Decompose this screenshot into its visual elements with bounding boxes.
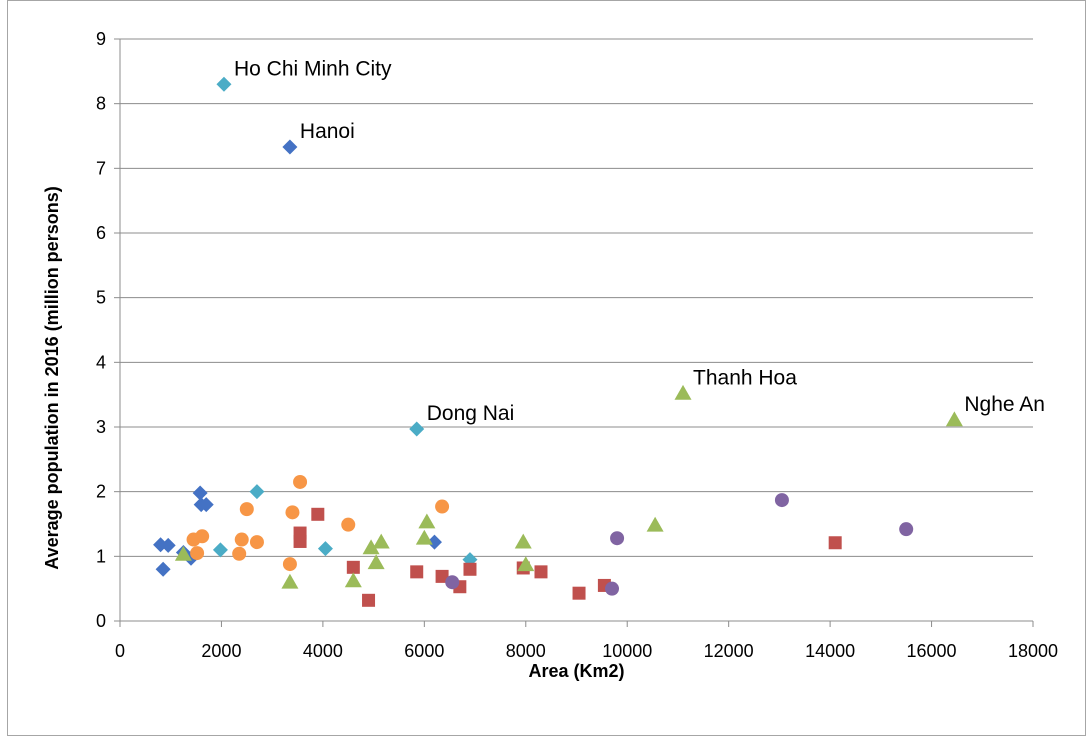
data-point-triangle <box>517 556 535 572</box>
data-point-diamond <box>192 485 208 501</box>
annotations: Ho Chi Minh City Hanoi Dong Nai Thanh Hoa Ng… <box>234 57 1045 425</box>
x-tick-label: 0 <box>115 641 125 661</box>
x-axis-title: Area (Km2) <box>528 661 624 681</box>
y-tick-label: 4 <box>96 352 106 372</box>
y-tick-label: 8 <box>96 94 106 114</box>
data-point-circle <box>285 505 300 520</box>
data-point-diamond <box>212 542 228 558</box>
x-tick-label: 4000 <box>303 641 343 661</box>
data-point-triangle <box>514 533 532 549</box>
x-tick-label: 14000 <box>805 641 855 661</box>
data-point-triangle <box>174 545 192 561</box>
data-point-diamond <box>249 484 265 500</box>
data-point-diamond <box>198 497 214 513</box>
data-point-diamond <box>282 139 298 155</box>
data-point-diamond <box>155 561 171 577</box>
data-point-circle <box>232 546 247 561</box>
data-point-square <box>311 507 325 521</box>
data-point-circle <box>293 474 308 489</box>
data-points <box>153 76 963 607</box>
x-tick-label: 16000 <box>907 641 957 661</box>
data-point-diamond <box>216 76 232 92</box>
y-tick-label: 2 <box>96 482 106 502</box>
point-annotation: Ho Chi Minh City <box>234 57 392 80</box>
data-point-triangle <box>646 516 664 532</box>
y-axis-title: Average population in 2016 (million pers… <box>42 186 62 569</box>
data-point-diamond <box>409 421 425 437</box>
point-annotation: Hanoi <box>300 120 355 143</box>
data-point-circle <box>190 546 205 561</box>
data-point-triangle <box>362 539 380 555</box>
data-point-circle <box>234 532 249 547</box>
x-tick-label: 10000 <box>602 641 652 661</box>
point-annotation: Nghe An <box>964 393 1045 416</box>
data-point-square <box>435 569 449 583</box>
data-point-circle <box>195 529 210 544</box>
y-tick-label: 3 <box>96 417 106 437</box>
data-point-square <box>410 565 424 579</box>
data-point-circle <box>774 493 789 508</box>
chart-frame <box>7 0 1086 736</box>
data-point-square <box>346 560 360 574</box>
y-tick-label: 0 <box>96 611 106 631</box>
gridlines <box>120 38 1033 557</box>
data-point-square <box>828 536 842 550</box>
data-point-square <box>362 593 376 607</box>
data-point-triangle <box>415 529 433 545</box>
data-point-circle <box>610 531 625 546</box>
axes <box>114 38 1034 627</box>
x-tick-label: 8000 <box>506 641 546 661</box>
data-point-triangle <box>344 572 362 588</box>
data-point-square <box>534 565 548 579</box>
data-point-square <box>572 586 586 600</box>
data-point-square <box>463 562 477 576</box>
data-point-triangle <box>418 513 436 529</box>
y-tick-label: 5 <box>96 288 106 308</box>
x-tick-label: 6000 <box>404 641 444 661</box>
data-point-diamond <box>317 541 333 557</box>
data-point-diamond <box>160 537 176 553</box>
data-point-triangle <box>372 533 390 549</box>
data-point-triangle <box>945 411 963 427</box>
data-point-circle <box>249 535 264 550</box>
y-tick-label: 9 <box>96 29 106 49</box>
data-point-circle <box>239 502 254 517</box>
data-point-circle <box>435 499 450 514</box>
data-point-triangle <box>367 554 385 570</box>
data-point-circle <box>605 581 620 596</box>
data-point-triangle <box>281 573 299 589</box>
data-point-triangle <box>674 384 692 400</box>
data-point-circle <box>282 557 297 572</box>
x-tick-label: 2000 <box>201 641 241 661</box>
point-annotation: Dong Nai <box>427 402 515 425</box>
data-point-circle <box>341 517 356 532</box>
data-point-diamond <box>426 534 442 550</box>
y-tick-label: 6 <box>96 223 106 243</box>
data-point-square <box>293 534 307 548</box>
point-annotation: Thanh Hoa <box>693 366 797 389</box>
y-tick-label: 1 <box>96 546 106 566</box>
data-point-circle <box>445 575 460 590</box>
y-tick-label: 7 <box>96 158 106 178</box>
data-point-circle <box>899 522 914 537</box>
tick-labels: 0 1 2 3 4 5 6 7 8 9 0 2000 4000 6000 8000 10000 12000 140… <box>96 29 1058 661</box>
x-tick-label: 18000 <box>1008 641 1058 661</box>
x-tick-label: 12000 <box>704 641 754 661</box>
